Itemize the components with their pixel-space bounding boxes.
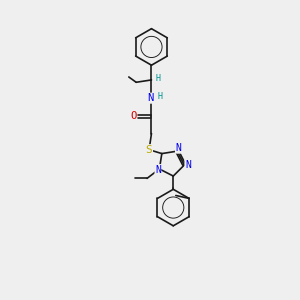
Text: N: N: [147, 93, 153, 103]
Text: N: N: [185, 160, 191, 170]
Text: O: O: [131, 111, 137, 122]
Text: N: N: [155, 165, 161, 175]
Text: N: N: [176, 143, 181, 153]
Text: H: H: [155, 74, 160, 83]
Text: S: S: [146, 145, 152, 155]
Text: H: H: [157, 92, 162, 101]
